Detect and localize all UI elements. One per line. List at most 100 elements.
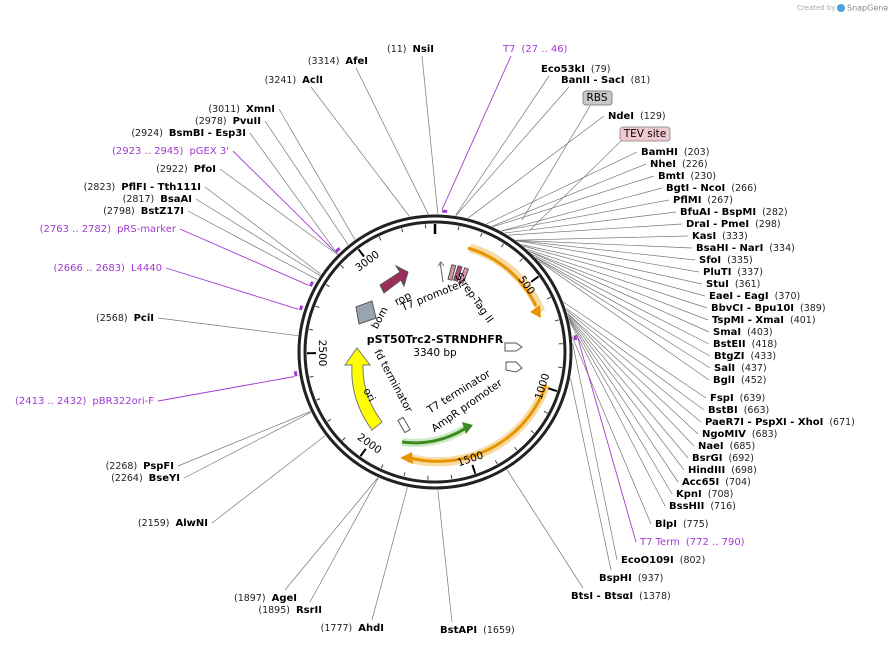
label-first: TspMI - XmaI (712, 315, 784, 326)
site-label: BgtI - NcoI (266) (666, 183, 757, 195)
arrow-head (400, 452, 413, 464)
ring-tick (530, 275, 540, 283)
minor-tick (514, 446, 518, 451)
label-first: (11) (387, 44, 407, 55)
site-label: (2817) BsaAI (123, 194, 192, 206)
label-first: (2923 .. 2945) (112, 146, 184, 157)
enzyme-leader (492, 175, 655, 228)
label-second: (698) (731, 465, 757, 476)
label-first: (3241) (265, 75, 297, 86)
enzyme-leader (211, 435, 326, 524)
label-second: AgeI (272, 593, 297, 604)
ring-tick-label: 3000 (353, 249, 382, 275)
enzyme-leader (515, 235, 689, 241)
enzyme-leader (371, 487, 408, 621)
enzyme-leader (284, 477, 379, 591)
label-first: T7 Term (639, 537, 680, 548)
label-second: PciI (134, 313, 154, 324)
label-first: BtgZI (714, 351, 745, 362)
label-second: (267) (707, 195, 733, 206)
label-second: BstZ17I (141, 206, 184, 217)
label-second: (203) (684, 147, 710, 158)
enzyme-leader (264, 120, 349, 245)
site-label: BspHI (937) (599, 573, 663, 585)
site-label: BstBI (663) (708, 405, 769, 417)
rop-arrow (379, 264, 409, 294)
label-first: BbvCI - Bpu10I (711, 303, 794, 314)
label-first: BmtI (658, 171, 685, 182)
ring-inner (303, 220, 567, 484)
label-first: (2823) (84, 182, 116, 193)
minor-tick (378, 236, 382, 241)
label-first: (2978) (195, 116, 227, 127)
label-second: (335) (727, 255, 753, 266)
enzyme-leader (569, 321, 666, 507)
label-second: (1659) (483, 625, 515, 636)
enzyme-leader (532, 254, 710, 345)
site-label: BsaHI - NarI (334) (696, 243, 795, 255)
terminator-mark (504, 342, 523, 352)
site-label: (2823) PflFI - Tth111I (84, 182, 201, 194)
label-first: NdeI (608, 111, 634, 122)
label-second: BsaAI (160, 194, 192, 205)
box-label: TEV site (623, 128, 667, 140)
enzyme-leader (309, 477, 379, 603)
ring-tick-label: 2000 (355, 431, 384, 456)
site-label: (3241) AclI (265, 75, 323, 87)
enzyme-leader (571, 336, 652, 525)
feature-shapes (344, 243, 551, 467)
label-second: (282) (762, 207, 788, 218)
minor-tick (308, 328, 314, 331)
site-label: PflMI (267) (673, 195, 733, 207)
label-second: (692) (728, 453, 754, 464)
site-label: (2924) BsmBI - Esp3I (131, 128, 246, 140)
enzyme-leader (565, 307, 705, 411)
site-label: TspMI - XmaI (401) (712, 315, 816, 327)
enzyme-leader (219, 168, 338, 255)
primer-arc (334, 247, 341, 254)
enzyme-leader (567, 315, 689, 459)
minor-tick (342, 437, 346, 441)
enzyme-leader (535, 257, 711, 369)
label-second: AclI (302, 75, 323, 86)
site-label: BstAPI (1659) (440, 625, 515, 637)
site-label: (2763 .. 2782) pRS-marker (40, 224, 177, 235)
site-label: BfuAI - BspMI (282) (680, 207, 788, 219)
enzyme-leader (187, 210, 318, 281)
label-first: StuI (706, 279, 729, 290)
minor-tick (480, 232, 483, 237)
label-first: BtsI - BtsαI (571, 591, 633, 602)
minor-tick (450, 474, 453, 479)
enzyme-leader (278, 108, 356, 240)
tag-mark (447, 264, 457, 281)
enzyme-leader (177, 411, 311, 467)
label-second: (937) (638, 573, 664, 584)
label-second: (802) (680, 555, 706, 566)
label-first: (3011) (208, 104, 240, 115)
minor-tick (401, 228, 404, 233)
tev-box (619, 126, 671, 142)
label-first: Acc65I (682, 477, 719, 488)
enzyme-leader (501, 199, 670, 232)
site-label: SmaI (403) (713, 327, 773, 339)
plasmid-size: 3340 bp (413, 347, 457, 359)
minor-tick (519, 258, 523, 262)
label-first: BstAPI (440, 625, 477, 636)
site-label: NheI (226) (650, 159, 708, 171)
label-first: BssHII (669, 501, 704, 512)
enzyme-leader (506, 469, 584, 589)
label-first: (2922) (156, 164, 188, 175)
label-first: (2413 .. 2432) (15, 396, 87, 407)
site-label: BtsI - BtsαI (1378) (571, 591, 671, 603)
enzyme-leader (501, 187, 663, 232)
tag-mark (458, 267, 470, 284)
site-label: NdeI (129) (608, 111, 666, 123)
site-label: (2666 .. 2683) L4440 (54, 263, 162, 274)
bom-box (355, 300, 377, 325)
minor-tick (457, 226, 460, 231)
label-first: BamHI (641, 147, 678, 158)
feature-arrow (409, 384, 548, 463)
label-second: (361) (735, 279, 761, 290)
enzyme-leader (491, 163, 647, 227)
label-second: (772 .. 790) (686, 537, 745, 548)
